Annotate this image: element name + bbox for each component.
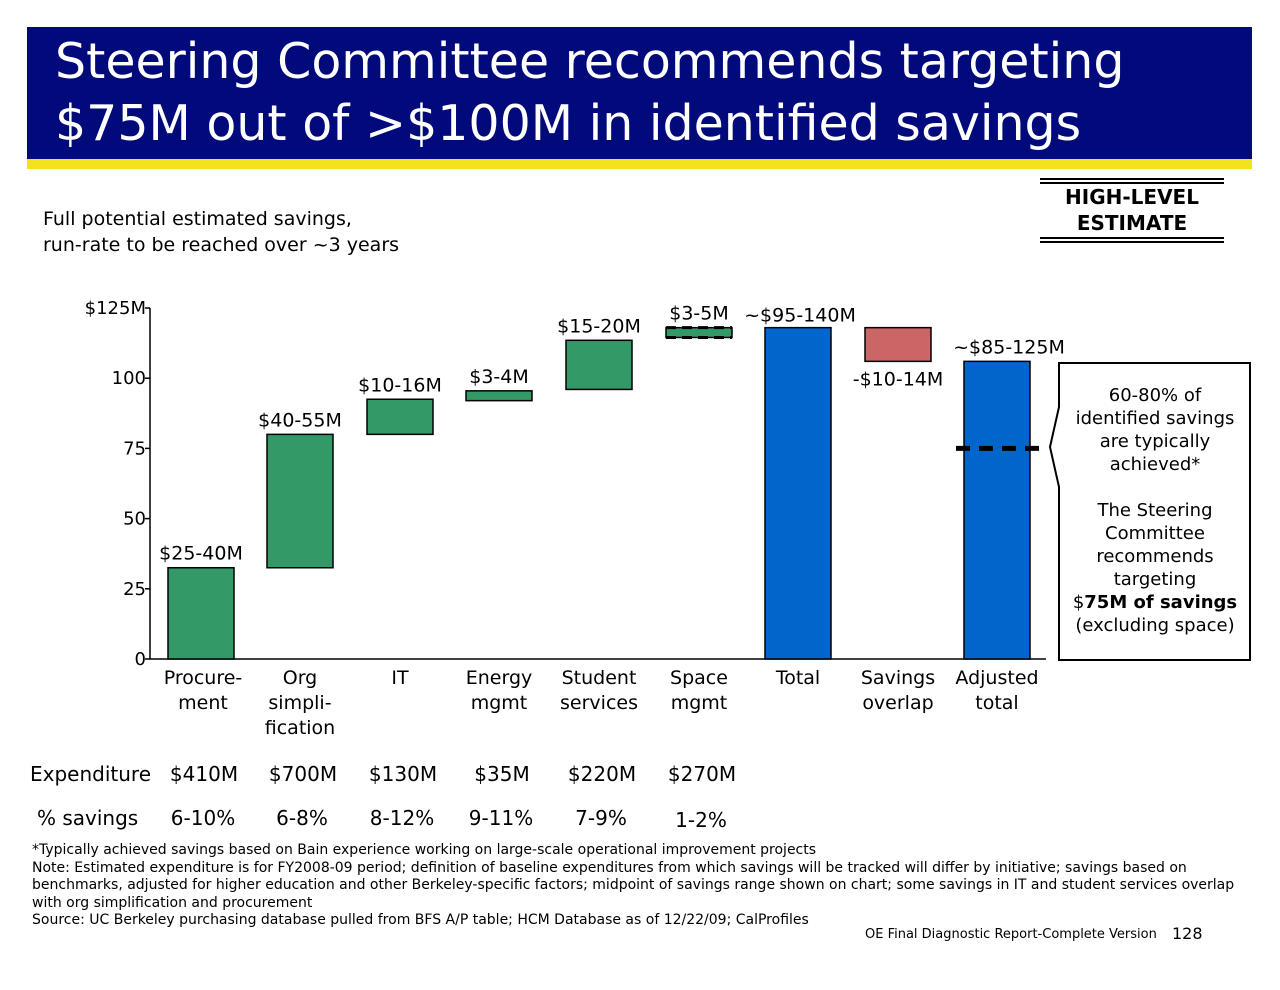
savings-cell: 8-12% <box>369 806 435 830</box>
y-tick-label: 100 <box>112 368 146 389</box>
savings-cell: 1-2% <box>675 808 727 832</box>
expenditure-cell: $220M <box>567 762 637 786</box>
y-tick-label: 75 <box>123 438 146 459</box>
expenditure-cell: $270M <box>667 762 737 786</box>
bar-increase <box>266 433 334 569</box>
bar-value-label: -$10-14M <box>853 368 944 390</box>
footnotes: *Typically achieved savings based on Bai… <box>32 842 1237 930</box>
savings-cell: 7-9% <box>575 806 627 830</box>
bar-increase <box>167 566 235 660</box>
bar-increase <box>465 390 533 402</box>
callout-text: 60-80% of identified savings are typical… <box>1062 384 1248 637</box>
category-label: Adjusted <box>955 667 1038 689</box>
category-label: Org <box>283 667 318 689</box>
callout-line: are typically <box>1099 431 1211 452</box>
category-label: Procure- <box>164 667 243 689</box>
title-accent-stripe <box>27 159 1252 169</box>
bar-value-label: $3-5M <box>669 303 729 325</box>
footnote-note: Note: Estimated expenditure is for FY200… <box>32 859 1235 911</box>
page-title-line-2: $75M out of >$100M in identified savings <box>55 95 1082 152</box>
bar-value-label: $40-55M <box>258 409 342 431</box>
bar-value-label: ~$85-125M <box>953 336 1065 358</box>
y-tick-label: 50 <box>123 509 146 530</box>
callout-line: Committee <box>1105 523 1205 544</box>
report-footer: OE Final Diagnostic Report-Complete Vers… <box>865 927 1157 942</box>
footnote-typical-savings: *Typically achieved savings based on Bai… <box>32 842 817 858</box>
callout-line: identified savings <box>1075 408 1235 429</box>
stamp-line-2: ESTIMATE <box>1076 211 1188 235</box>
category-label: mgmt <box>471 692 528 714</box>
callout-line: targeting <box>1113 569 1197 590</box>
chart-subtitle-line-1: Full potential estimated savings, <box>43 208 352 230</box>
bar-increase <box>565 339 633 391</box>
savings-waterfall-chart: 0 25 50 75 100 $125M $25-40M Procure-ment $40-55… <box>85 298 1065 739</box>
category-label: Student <box>562 667 637 689</box>
callout-line: 60-80% of <box>1108 385 1202 406</box>
bar-total <box>764 326 832 660</box>
expenditure-row-label: Expenditure <box>30 762 152 786</box>
savings-cell: 6-8% <box>276 806 328 830</box>
category-label: total <box>975 692 1018 714</box>
category-label: simpli- <box>268 692 331 714</box>
expenditure-cell: $35M <box>474 762 530 786</box>
category-label: mgmt <box>671 692 728 714</box>
callout-line: (excluding space) <box>1075 615 1235 636</box>
callout-line: achieved* <box>1109 454 1201 475</box>
category-label: overlap <box>862 692 933 714</box>
category-label: Space <box>670 667 728 689</box>
title-bar <box>27 27 1252 159</box>
category-label: Total <box>775 667 820 689</box>
page-title-line-1: Steering Committee recommends targeting <box>55 33 1125 90</box>
category-label: ment <box>178 692 228 714</box>
callout-line-target: $75M of savings <box>1062 591 1248 614</box>
bar-decrease <box>864 326 932 363</box>
chart-subtitle-line-2: run-rate to be reached over ~3 years <box>43 234 400 256</box>
expenditure-cell: $130M <box>368 762 438 786</box>
savings-cell: 6-10% <box>170 806 236 830</box>
callout-target-amount: 75M of savings <box>1084 592 1238 613</box>
category-label: fication <box>265 717 335 739</box>
category-label: IT <box>391 667 409 689</box>
callout-currency: $ <box>1072 592 1085 613</box>
category-label: Savings <box>861 667 935 689</box>
page-number: 128 <box>1172 924 1203 943</box>
savings-row-label: % savings <box>37 806 139 830</box>
bar-total <box>963 360 1031 660</box>
callout-line: recommends <box>1096 546 1214 567</box>
bar-value-label: $25-40M <box>159 543 243 565</box>
bar-value-label: $15-20M <box>557 315 641 337</box>
y-tick-label: 0 <box>135 649 146 670</box>
category-label: Energy <box>466 667 533 689</box>
expenditure-cell: $700M <box>268 762 338 786</box>
footnote-source: Source: UC Berkeley purchasing database … <box>32 912 809 928</box>
bar-value-label: $10-16M <box>358 374 442 396</box>
high-level-estimate-stamp: HIGH-LEVEL ESTIMATE <box>1040 178 1224 244</box>
stamp-line-1: HIGH-LEVEL <box>1065 185 1199 209</box>
bar-value-label: $3-4M <box>469 366 529 388</box>
y-tick-label: $125M <box>85 298 146 319</box>
bar-increase <box>366 398 434 436</box>
expenditure-cell: $410M <box>169 762 239 786</box>
callout-line: The Steering <box>1097 500 1213 521</box>
category-label: services <box>560 692 638 714</box>
y-tick-label: 25 <box>123 579 146 600</box>
savings-cell: 9-11% <box>468 806 534 830</box>
callout-border <box>1048 362 1251 661</box>
target-callout-box: 60-80% of identified savings are typical… <box>1048 362 1252 662</box>
bar-value-label: ~$95-140M <box>744 305 856 327</box>
